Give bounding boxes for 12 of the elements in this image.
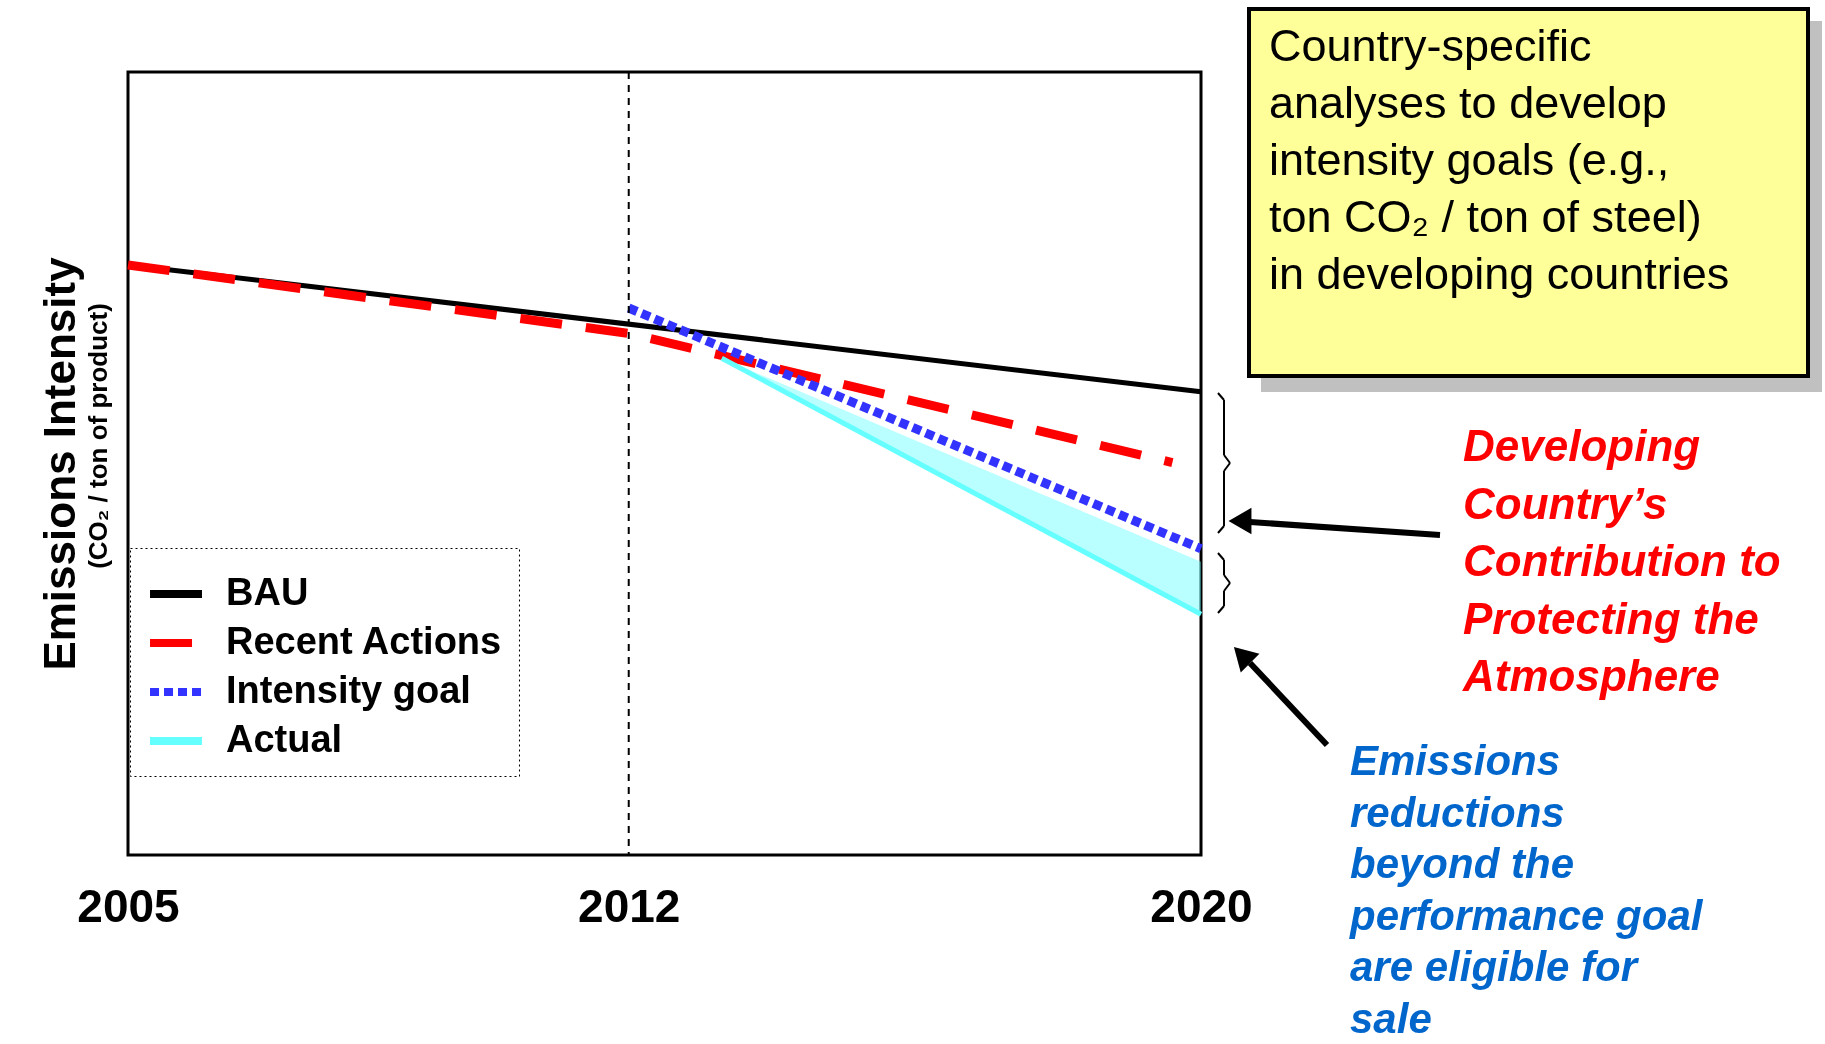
legend-label: Recent Actions	[226, 620, 502, 662]
legend-label: Intensity goal	[226, 669, 471, 711]
x-tick-label: 2005	[77, 879, 180, 932]
legend-label: Actual	[226, 718, 343, 760]
text: Country-specific analyses to develop intensity goals (e.g., ton CO₂ / ton of steel) in developing countries	[1269, 20, 1730, 299]
text: (CO₂ / ton of product)	[83, 303, 113, 569]
legend-label: BAU	[226, 571, 309, 613]
text: Developing Country’s Contribution to Protecting the Atmosphere	[1462, 421, 1781, 700]
text: Emissions reductions beyond the performance goal are eligible for sale	[1349, 737, 1704, 1042]
x-tick-label: 2012	[578, 879, 681, 932]
x-tick-label: 2020	[1150, 879, 1253, 932]
y-axis-title: Emissions Intensity	[34, 256, 84, 671]
